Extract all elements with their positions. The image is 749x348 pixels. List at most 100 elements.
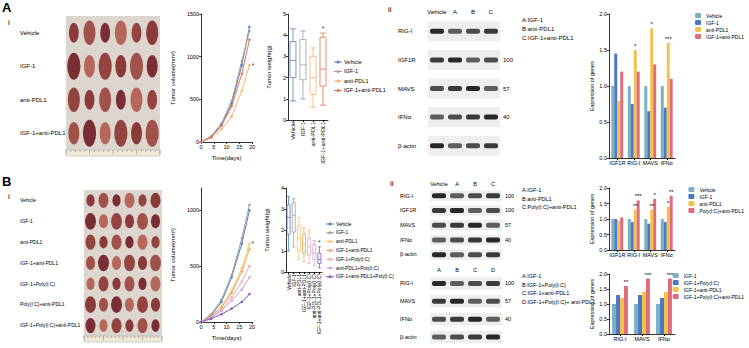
svg-text:IGF-1+anti-PDL1: IGF-1+anti-PDL1 (20, 130, 66, 136)
svg-text:C:IGF-1+anti-PDL1: C:IGF-1+anti-PDL1 (522, 290, 569, 296)
svg-text:100: 100 (505, 280, 514, 286)
svg-text:2.0: 2.0 (599, 11, 607, 17)
svg-text:1.5: 1.5 (599, 201, 607, 207)
svg-text:β-actin: β-actin (400, 251, 417, 257)
svg-text:*: * (318, 239, 321, 246)
svg-text:57: 57 (505, 298, 511, 304)
svg-text:Poly(I:C)+anti-PDL1: Poly(I:C)+anti-PDL1 (699, 208, 744, 214)
svg-text:B: B (2, 174, 11, 189)
svg-text:1: 1 (283, 96, 286, 102)
svg-text:β-actin: β-actin (400, 334, 417, 340)
svg-text:anti-PDL1+Poly(I:C): anti-PDL1+Poly(I:C) (336, 266, 379, 271)
svg-text:IGF-1+anti-PDL1: IGF-1+anti-PDL1 (20, 260, 58, 266)
svg-text:IGF-1: IGF-1 (684, 273, 697, 279)
svg-text:0.0: 0.0 (599, 331, 607, 337)
svg-text:*: * (634, 43, 637, 49)
svg-text:IGF-1: IGF-1 (300, 122, 306, 136)
svg-text:*: * (322, 25, 325, 32)
svg-text:B: B (471, 9, 475, 15)
svg-text:0.5: 0.5 (599, 232, 607, 238)
svg-text:i: i (8, 192, 10, 201)
svg-text:anti-PDL1: anti-PDL1 (699, 201, 721, 207)
svg-text:IFNα: IFNα (398, 114, 412, 120)
svg-text:Vehicle: Vehicle (427, 9, 447, 15)
svg-text:A:IGF-1: A:IGF-1 (522, 17, 544, 23)
svg-text:RIG-I: RIG-I (613, 336, 627, 342)
svg-text:IGF1R: IGF1R (609, 160, 625, 166)
svg-text:2: 2 (283, 75, 286, 81)
svg-text:3: 3 (283, 53, 286, 59)
svg-text:57: 57 (503, 86, 510, 92)
svg-text:IGF-1+Poly(I:C): IGF-1+Poly(I:C) (336, 257, 370, 262)
svg-text:MAVS: MAVS (643, 160, 659, 166)
svg-text:β-actin: β-actin (398, 143, 416, 149)
svg-text:RIG-I: RIG-I (627, 160, 641, 166)
svg-text:***: *** (635, 193, 643, 199)
svg-text:anti-PDL1: anti-PDL1 (706, 27, 728, 33)
svg-text:IFNα: IFNα (661, 160, 674, 166)
svg-text:RIG-I: RIG-I (627, 252, 641, 258)
svg-text:Expression of genes: Expression of genes (589, 279, 595, 329)
svg-text:B:anti-PDL1: B:anti-PDL1 (522, 26, 555, 32)
svg-text:IFNα: IFNα (661, 252, 674, 258)
svg-text:Time(days): Time(days) (212, 155, 242, 161)
svg-text:500: 500 (190, 96, 199, 102)
svg-text:Vehicle: Vehicle (344, 59, 362, 65)
svg-text:4: 4 (283, 32, 286, 38)
svg-text:0: 0 (281, 269, 284, 275)
svg-text:Tumor weight(g): Tumor weight(g) (264, 208, 270, 251)
svg-text:A: A (453, 9, 457, 15)
svg-text:IGF-1+anti-PDL1+Poly(I:C): IGF-1+anti-PDL1+Poly(I:C) (336, 274, 394, 279)
svg-text:2: 2 (281, 227, 284, 233)
svg-text:0: 0 (200, 144, 203, 150)
svg-text:IFNα: IFNα (400, 316, 413, 322)
svg-text:MAVS: MAVS (400, 222, 416, 228)
svg-text:**: ** (633, 203, 638, 209)
svg-text:IGF-1: IGF-1 (20, 63, 36, 69)
svg-text:Expression of genes: Expression of genes (589, 194, 595, 244)
svg-text:0.0: 0.0 (599, 155, 607, 161)
svg-text:15: 15 (236, 324, 242, 330)
svg-text:Vehicle: Vehicle (430, 181, 448, 187)
svg-text:10: 10 (224, 324, 230, 330)
svg-text:***: *** (644, 272, 652, 278)
svg-text:1.0: 1.0 (599, 83, 607, 89)
svg-text:1: 1 (281, 248, 284, 254)
svg-text:i: i (8, 18, 10, 27)
svg-text:500: 500 (190, 263, 199, 269)
svg-text:**: ** (669, 189, 674, 195)
svg-text:A: A (455, 181, 459, 187)
svg-text:B:IGF-1+Poly(I:C): B:IGF-1+Poly(I:C) (522, 282, 566, 288)
svg-text:1000: 1000 (187, 207, 199, 213)
svg-text:IGF-1+Poly(I:C): IGF-1+Poly(I:C) (684, 280, 719, 286)
svg-text:1.0: 1.0 (599, 216, 607, 222)
svg-text:*: * (251, 240, 254, 247)
svg-text:ii: ii (388, 5, 392, 14)
svg-text:ii: ii (390, 179, 394, 188)
svg-text:MAVS: MAVS (398, 86, 415, 92)
svg-text:40: 40 (505, 316, 511, 322)
svg-text:1.5: 1.5 (599, 47, 607, 53)
svg-text:B: B (455, 267, 459, 273)
svg-text:IGF-1+Poly(I:C)+anti-PDL1: IGF-1+Poly(I:C)+anti-PDL1 (20, 322, 81, 328)
svg-text:MAVS: MAVS (634, 336, 650, 342)
svg-text:IGF-1: IGF-1 (706, 20, 719, 26)
svg-text:100: 100 (503, 57, 514, 63)
svg-text:IFNα: IFNα (400, 237, 413, 243)
svg-text:IGF-1+Poly(I:C)+anti-PDL1: IGF-1+Poly(I:C)+anti-PDL1 (684, 294, 745, 300)
svg-text:B:anti-PDL1: B:anti-PDL1 (522, 196, 552, 202)
svg-text:MAVS: MAVS (400, 298, 416, 304)
svg-text:D: D (491, 267, 495, 273)
svg-text:anti-PDL1: anti-PDL1 (344, 78, 368, 84)
svg-text:Time(days): Time(days) (212, 335, 242, 341)
svg-text:RIG-I: RIG-I (398, 28, 413, 34)
svg-text:RIG-I: RIG-I (400, 193, 414, 199)
svg-text:anti-PDL1: anti-PDL1 (310, 122, 316, 146)
svg-text:Poly(I:C)+anti-PDL1: Poly(I:C)+anti-PDL1 (20, 301, 65, 307)
svg-text:1.5: 1.5 (599, 286, 607, 292)
svg-text:C: C (473, 267, 477, 273)
svg-text:1500: 1500 (187, 11, 199, 17)
svg-text:10: 10 (224, 144, 230, 150)
svg-text:anti-PDL1: anti-PDL1 (20, 97, 47, 103)
svg-text:IGF1R: IGF1R (398, 57, 416, 63)
